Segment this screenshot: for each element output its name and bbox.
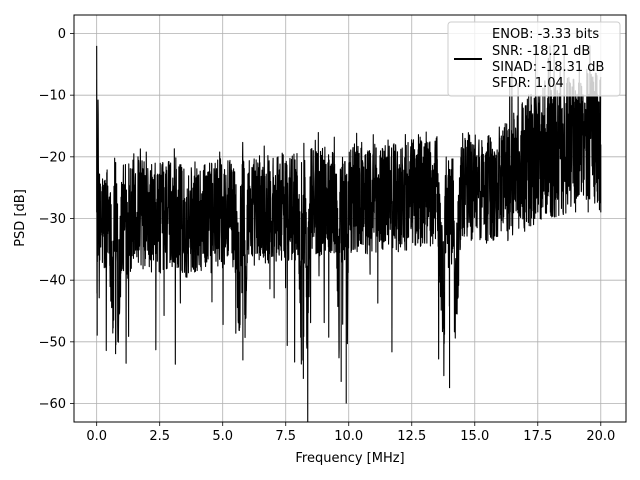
series-layer — [96, 45, 602, 423]
x-tick-label: 20.0 — [586, 429, 615, 444]
y-tick-label: −60 — [39, 397, 66, 412]
grid-lines — [74, 15, 626, 422]
y-tick-label: −50 — [39, 335, 66, 350]
y-axis: 0 −10 −20 −30 −40 −50 −60 — [39, 27, 74, 412]
x-tick-label: 12.5 — [397, 429, 426, 444]
y-tick-label: −40 — [39, 274, 66, 289]
legend-box — [447, 21, 621, 97]
x-tick-label: 5.0 — [212, 429, 233, 444]
psd-series-line — [96, 45, 602, 423]
x-tick-label: 7.5 — [275, 429, 296, 444]
x-tick-label: 15.0 — [460, 429, 489, 444]
x-axis-label: Frequency [MHz] — [295, 451, 404, 466]
y-tick-label: −20 — [39, 150, 66, 165]
legend: ENOB: -3.33 bits SNR: -18.21 dB SINAD: -… — [447, 21, 621, 97]
x-axis: 0.0 2.5 5.0 7.5 10.0 12.5 15.0 17.5 20.0 — [86, 422, 615, 444]
legend-entry-snr: SNR: -18.21 dB — [492, 44, 590, 59]
x-tick-label: 2.5 — [149, 429, 170, 444]
x-tick-label: 10.0 — [334, 429, 363, 444]
legend-entry-enob: ENOB: -3.33 bits — [492, 27, 599, 42]
y-tick-label: −10 — [39, 89, 66, 104]
y-tick-label: −30 — [39, 212, 66, 227]
legend-entry-sinad: SINAD: -18.31 dB — [492, 60, 604, 75]
legend-entry-sfdr: SFDR: 1.04 — [492, 76, 564, 91]
x-tick-label: 17.5 — [523, 429, 552, 444]
x-tick-label: 0.0 — [86, 429, 107, 444]
y-axis-label: PSD [dB] — [13, 189, 28, 247]
y-tick-label: 0 — [58, 27, 66, 42]
